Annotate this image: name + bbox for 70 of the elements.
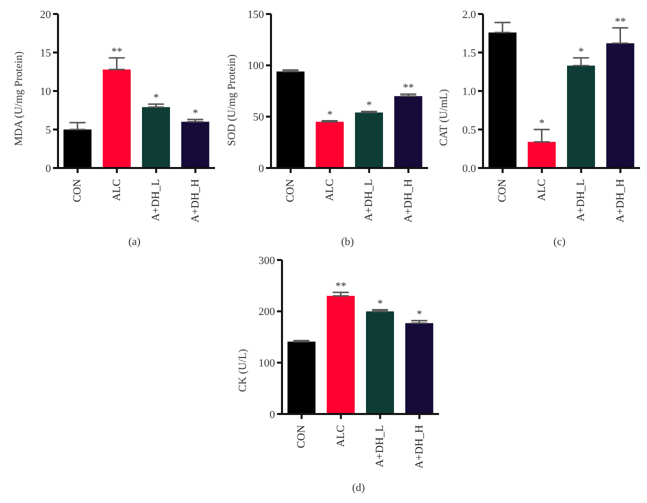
annotation: ** xyxy=(614,16,626,28)
annotation: * xyxy=(366,100,372,112)
y-tick-label: 1.5 xyxy=(462,47,476,60)
bar xyxy=(276,71,304,168)
x-tick-label: ALC xyxy=(324,179,336,201)
x-tick-label: ALC xyxy=(110,179,123,201)
annotation: * xyxy=(377,298,383,310)
bar xyxy=(316,122,344,168)
y-axis-title: CK (U/L) xyxy=(236,348,249,392)
x-tick-label: A+DH_L xyxy=(363,178,376,222)
annotation: * xyxy=(192,107,198,120)
y-axis-title: CAT (U/mL) xyxy=(438,88,450,146)
bar xyxy=(528,142,556,168)
bar xyxy=(142,107,170,168)
x-tick-label: A+DH_L xyxy=(374,424,386,468)
text: (b) xyxy=(340,236,355,248)
bar xyxy=(566,66,595,168)
annotation: * xyxy=(578,46,584,58)
y-tick-label: 200 xyxy=(258,306,276,318)
annotation: * xyxy=(153,92,159,104)
y-tick-label: 100 xyxy=(248,60,264,72)
y-tick-label: 0 xyxy=(46,162,52,175)
bar xyxy=(102,69,131,168)
text: (d) xyxy=(351,482,366,494)
y-tick-label: 50 xyxy=(253,112,264,124)
bar xyxy=(488,32,516,168)
x-tick-label: A+DH_H xyxy=(614,178,626,222)
bar xyxy=(63,130,92,168)
y-tick-label: 1.0 xyxy=(462,86,476,98)
y-tick-label: 300 xyxy=(258,254,276,267)
x-tick-label: A+DH_L xyxy=(575,178,588,222)
y-tick-label: 20 xyxy=(40,8,52,21)
annotation: ** xyxy=(111,46,122,58)
text: (c) xyxy=(552,236,567,248)
annotation: ** xyxy=(335,280,346,292)
x-tick-label: A+DH_L xyxy=(150,178,162,222)
bar xyxy=(354,112,383,168)
y-tick-label: 10 xyxy=(40,86,52,98)
annotation: * xyxy=(416,308,422,321)
annotation: * xyxy=(539,118,545,130)
annotation: * xyxy=(327,108,333,121)
text: (a) xyxy=(127,236,142,248)
bar xyxy=(606,43,634,168)
bar xyxy=(366,311,394,414)
y-tick-label: 100 xyxy=(258,358,276,370)
bar xyxy=(394,96,422,168)
bar xyxy=(181,122,210,168)
x-tick-label: CON xyxy=(496,178,509,202)
y-tick-label: 15 xyxy=(40,47,52,60)
bar xyxy=(287,342,316,414)
x-tick-label: CON xyxy=(296,424,308,448)
y-tick-label: 0 xyxy=(270,408,276,421)
y-tick-label: 2.0 xyxy=(462,8,476,21)
x-tick-label: ALC xyxy=(334,425,347,447)
y-axis-title: SOD (U/mg Protein) xyxy=(226,54,238,146)
y-tick-label: 5 xyxy=(46,124,52,136)
x-tick-label: ALC xyxy=(536,179,548,201)
x-tick-label: CON xyxy=(72,178,84,202)
x-tick-label: A+DH_H xyxy=(189,178,202,222)
x-tick-label: A+DH_H xyxy=(413,424,426,468)
annotation: ** xyxy=(402,82,414,94)
y-tick-label: 0.5 xyxy=(462,124,476,136)
y-tick-label: 0 xyxy=(258,162,264,175)
x-tick-label: CON xyxy=(284,178,297,202)
x-tick-label: A+DH_H xyxy=(402,178,414,222)
bar xyxy=(405,323,434,414)
bar xyxy=(326,296,355,414)
y-axis-title: MDA (U/mg Protein) xyxy=(12,50,25,146)
y-tick-label: 0.0 xyxy=(462,162,476,175)
y-tick-label: 150 xyxy=(248,8,264,21)
